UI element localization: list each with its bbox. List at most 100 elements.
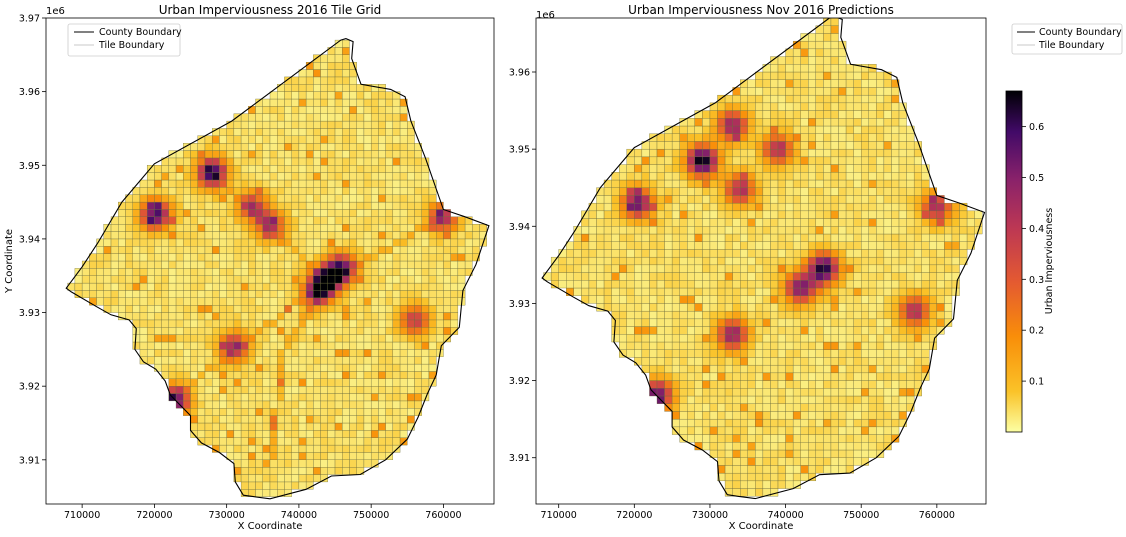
tile-cell (175, 275, 184, 284)
tile-cell (792, 287, 801, 296)
tile-cell (770, 287, 779, 296)
tile-cell (233, 430, 242, 438)
tile-cell (342, 297, 350, 306)
tile-cell (154, 341, 162, 350)
tile-cell (240, 305, 249, 313)
tile-cell (407, 363, 415, 372)
tile-cell (313, 165, 321, 173)
tile-cell (399, 341, 408, 350)
tile-cell (815, 133, 824, 142)
tile-cell (110, 305, 119, 313)
tile-cell (891, 380, 900, 389)
tile-cell (342, 216, 350, 225)
tile-cell (428, 327, 437, 335)
tile-cell (747, 241, 756, 250)
tile-cell (118, 253, 126, 262)
tile-cell (687, 395, 695, 404)
tile-cell (619, 241, 627, 250)
tile-cell (305, 69, 314, 78)
tile-cell (305, 386, 314, 394)
tile-cell (717, 202, 726, 212)
tile-cell (370, 268, 379, 276)
tile-cell (823, 141, 832, 150)
tile-cell (732, 148, 741, 158)
tile-cell (363, 297, 372, 306)
tile-cell (883, 102, 892, 111)
tile-cell (800, 303, 809, 312)
tile-cell (139, 290, 148, 298)
tile-cell (269, 474, 278, 483)
tile-cell (197, 224, 206, 232)
tile-cell (815, 395, 824, 404)
tile-cell (792, 303, 801, 312)
tile-cell (269, 437, 278, 446)
tile-cell (951, 210, 960, 219)
tile-cell (929, 233, 938, 242)
tile-cell (370, 260, 379, 269)
tile-cell (649, 249, 658, 258)
tile-cell (363, 356, 372, 365)
tile-cell (363, 334, 372, 343)
tile-cell (428, 305, 437, 313)
tile-cell (755, 395, 764, 404)
tile-cell (785, 372, 794, 381)
tile-cell (226, 400, 235, 409)
tile-cell (320, 209, 328, 217)
tile-cell (596, 195, 605, 204)
tile-cell (936, 326, 945, 335)
right-plot-area (541, 18, 986, 500)
tile-cell (800, 442, 809, 451)
tile-cell (573, 280, 582, 289)
tile-cell (755, 457, 764, 466)
tile-cell (823, 87, 832, 96)
tile-cell (183, 305, 191, 313)
left-legend-box (67, 23, 181, 57)
tile-cell (808, 280, 817, 289)
tile-cell (305, 216, 314, 225)
tile-cell (255, 444, 263, 453)
tile-cell (777, 87, 786, 96)
tile-cell (717, 403, 726, 412)
tile-cell (898, 202, 907, 212)
tile-cell (190, 260, 198, 269)
tile-cell (868, 411, 877, 420)
tile-cell (190, 297, 198, 306)
tile-cell (399, 378, 408, 387)
right-legend-box (1011, 23, 1123, 55)
tile-cell (349, 179, 357, 188)
tile-cell (370, 106, 379, 114)
tile-cell (421, 268, 430, 276)
tile-cell (248, 356, 256, 365)
tile-cell (370, 415, 379, 424)
tile-cell (313, 187, 321, 195)
tile-cell (845, 449, 854, 458)
tile-cell (168, 290, 177, 298)
tile-cell (118, 290, 126, 298)
tile-cell (687, 249, 695, 258)
tile-cell (649, 264, 658, 273)
tile-cell (898, 256, 907, 266)
tile-cell (399, 106, 408, 114)
tile-cell (334, 165, 343, 173)
tile-cell (399, 268, 408, 276)
tile-cell (183, 172, 191, 181)
tile-cell (197, 238, 206, 247)
tile-cell (428, 187, 437, 195)
tile-cell (399, 393, 408, 402)
tile-cell (146, 194, 155, 203)
tile-cell (277, 467, 285, 475)
tile-cell (327, 290, 336, 298)
tile-cell (183, 378, 191, 387)
tile-cell (906, 172, 915, 181)
tile-cell (573, 249, 582, 258)
tile-cell (777, 403, 786, 412)
y-tick-label: 3.96 (19, 87, 40, 98)
tile-cell (868, 179, 877, 188)
tile-cell (792, 187, 801, 196)
tile-cell (320, 135, 328, 144)
tile-cell (747, 403, 756, 412)
tile-cell (823, 94, 832, 104)
tile-cell (385, 231, 394, 240)
tile-cell (876, 287, 885, 296)
tile-cell (838, 395, 847, 404)
